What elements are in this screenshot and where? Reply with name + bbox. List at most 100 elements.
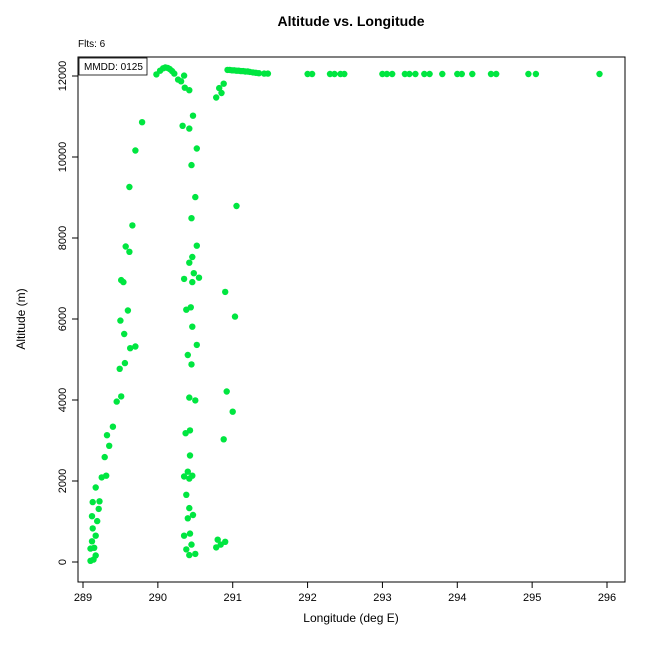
data-point xyxy=(109,423,117,430)
data-point xyxy=(214,536,221,543)
data-point xyxy=(186,504,193,512)
data-point xyxy=(525,70,532,78)
data-point xyxy=(186,125,193,132)
data-point xyxy=(189,253,196,261)
data-points xyxy=(87,64,603,564)
data-point xyxy=(304,70,311,78)
y-tick-label: 8000 xyxy=(57,226,69,250)
data-point xyxy=(171,70,178,77)
data-point xyxy=(458,70,465,78)
data-point xyxy=(183,546,190,553)
data-point xyxy=(401,70,409,78)
axis-ticks: 289 290 291 292 293 294 295 296 0 2000 4000 6000 800… xyxy=(57,61,616,604)
x-tick-label: 290 xyxy=(149,592,167,604)
x-tick-label: 295 xyxy=(523,592,541,604)
data-point xyxy=(379,70,386,78)
data-point xyxy=(186,259,193,266)
mmdd-annotation: MMDD: 0125 xyxy=(84,62,143,73)
data-point xyxy=(186,530,194,537)
data-point xyxy=(186,452,194,459)
data-point xyxy=(186,394,193,401)
data-point xyxy=(129,222,136,229)
data-point xyxy=(218,89,225,97)
x-axis-title: Longitude (deg E) xyxy=(303,611,398,625)
flights-annotation: Flts: 6 xyxy=(78,39,106,50)
data-point xyxy=(216,84,223,92)
data-point xyxy=(222,538,229,545)
data-point xyxy=(183,491,190,498)
data-point xyxy=(118,393,125,400)
y-tick-label: 6000 xyxy=(57,307,69,331)
data-point xyxy=(532,70,540,78)
data-point xyxy=(186,551,193,559)
data-point xyxy=(88,538,96,545)
data-point xyxy=(177,78,185,85)
data-point xyxy=(192,193,199,201)
data-point xyxy=(126,183,133,191)
data-point xyxy=(180,532,188,539)
data-point xyxy=(326,70,334,78)
data-point xyxy=(189,278,196,286)
data-point xyxy=(95,505,102,513)
data-point xyxy=(383,70,391,78)
data-point xyxy=(596,70,603,78)
y-tick-label: 2000 xyxy=(57,469,69,493)
data-point xyxy=(406,70,413,78)
data-point xyxy=(113,398,120,405)
data-point xyxy=(223,388,230,395)
data-point xyxy=(341,70,348,78)
data-point xyxy=(188,541,195,548)
y-tick-label: 0 xyxy=(57,559,69,565)
data-point xyxy=(193,145,200,152)
data-point xyxy=(101,453,108,461)
data-point xyxy=(412,70,419,78)
data-point xyxy=(188,215,195,222)
data-point xyxy=(89,498,96,506)
y-tick-label: 4000 xyxy=(57,388,69,412)
data-point xyxy=(121,330,128,338)
x-tick-label: 296 xyxy=(598,592,616,604)
data-point xyxy=(126,248,133,255)
data-point xyxy=(188,161,195,169)
data-point xyxy=(469,70,476,78)
data-point xyxy=(118,276,125,284)
data-point xyxy=(106,442,113,449)
data-point xyxy=(103,472,110,479)
data-point xyxy=(189,112,197,119)
x-tick-label: 291 xyxy=(224,592,242,604)
data-point xyxy=(94,517,101,525)
data-point xyxy=(454,70,461,78)
data-point xyxy=(193,242,200,249)
data-point xyxy=(184,468,191,475)
data-point xyxy=(264,70,272,77)
data-point xyxy=(192,550,199,558)
y-tick-label: 12000 xyxy=(57,61,69,92)
data-point xyxy=(127,345,134,352)
chart-title: Altitude vs. Longitude xyxy=(278,13,425,29)
data-point xyxy=(117,317,124,324)
data-point xyxy=(180,275,188,283)
data-point xyxy=(487,70,495,78)
data-point xyxy=(220,436,227,443)
data-point xyxy=(187,304,194,311)
data-point xyxy=(233,202,240,210)
data-point xyxy=(188,361,195,368)
data-point xyxy=(180,72,188,79)
data-point xyxy=(103,432,111,439)
data-point xyxy=(389,70,396,78)
x-tick-label: 289 xyxy=(74,592,92,604)
data-point xyxy=(92,484,99,491)
x-tick-label: 294 xyxy=(448,592,466,604)
data-point xyxy=(88,513,96,520)
data-point xyxy=(132,147,139,154)
data-point xyxy=(124,307,132,314)
x-tick-label: 292 xyxy=(298,592,316,604)
data-point xyxy=(229,408,236,415)
data-point xyxy=(439,70,446,78)
data-point xyxy=(179,122,186,129)
data-point xyxy=(222,288,229,296)
data-point xyxy=(181,84,188,91)
data-point xyxy=(96,498,103,505)
data-point xyxy=(213,94,220,101)
